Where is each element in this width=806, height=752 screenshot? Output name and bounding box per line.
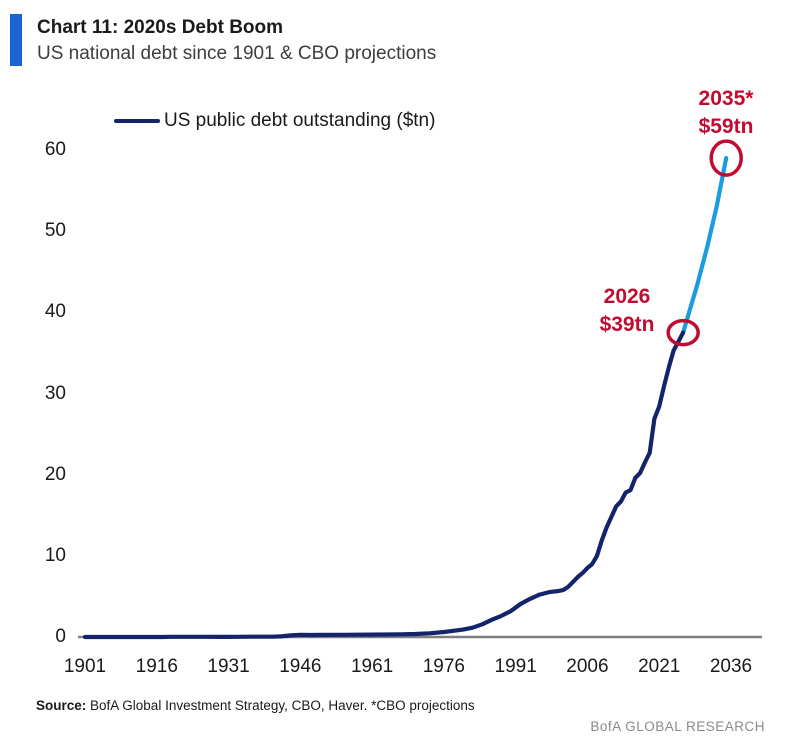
y-tick-label: 30 <box>44 382 66 404</box>
circle-2035-marker <box>709 139 743 177</box>
chart-title: Chart 11: 2020s Debt Boom <box>37 17 284 38</box>
source-label: Source: <box>36 698 87 713</box>
actual-debt-line <box>82 330 686 640</box>
source-note: Source: BofA Global Investment Strategy,… <box>36 698 475 713</box>
bofa-global-research-branding: BofA GLOBAL RESEARCH <box>590 719 765 734</box>
title-accent-bar <box>10 14 22 66</box>
x-tick-label: 2036 <box>709 656 753 677</box>
source-text: BofA Global Investment Strategy, CBO, Ha… <box>86 698 475 713</box>
x-tick-label: 1946 <box>279 656 322 677</box>
x-tick-label: 1931 <box>207 656 250 677</box>
y-tick-label: 20 <box>44 463 66 485</box>
x-tick-label: 1976 <box>422 656 466 677</box>
legend-line-swatch <box>114 119 160 123</box>
legend: US public debt outstanding ($tn) <box>114 110 435 132</box>
x-tick-label: 2021 <box>638 656 681 677</box>
x-tick-label: 1916 <box>135 656 178 677</box>
y-tick-label: 40 <box>44 301 66 323</box>
x-tick-label: 1961 <box>350 656 394 677</box>
y-tick-label: 10 <box>44 544 66 566</box>
y-tick-label: 0 <box>55 626 66 647</box>
annotation-2026: 2026 $39tn <box>577 283 677 339</box>
y-tick-label: 60 <box>44 139 66 160</box>
y-tick-label: 50 <box>44 220 66 242</box>
circle-2026-marker <box>666 318 700 347</box>
annotation-2026-year: 2026 <box>603 285 651 308</box>
legend-label: US public debt outstanding ($tn) <box>164 110 436 131</box>
annotation-2035: 2035* $59tn <box>651 85 801 141</box>
projection-line <box>680 156 729 335</box>
x-tick-label: 2006 <box>566 656 609 677</box>
x-tick-label: 1901 <box>63 656 107 677</box>
x-tick-label: 1991 <box>494 656 537 677</box>
annotation-2026-value: $39tn <box>599 313 655 336</box>
chart-subtitle: US national debt since 1901 & CBO projec… <box>37 43 437 64</box>
annotation-2035-year: 2035* <box>698 87 754 110</box>
annotation-2035-value: $59tn <box>698 115 754 138</box>
